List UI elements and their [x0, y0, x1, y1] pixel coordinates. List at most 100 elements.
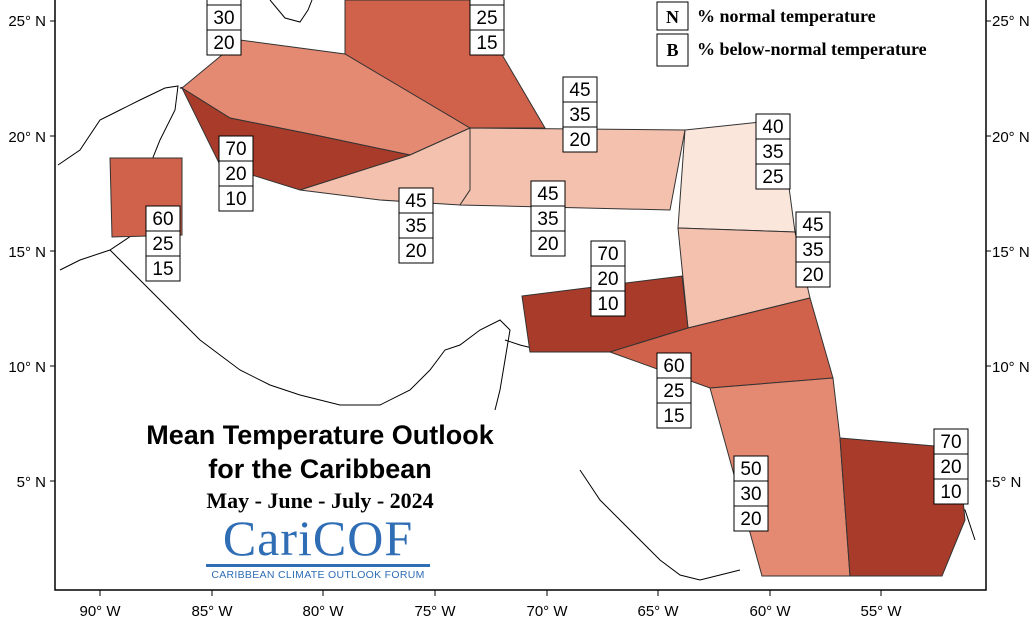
prob-cell [206, 29, 242, 56]
prob-above: 70 [597, 244, 618, 265]
prob-cell [933, 478, 969, 505]
prob-normal: 35 [569, 105, 590, 126]
lon-label: 80° W [302, 603, 344, 620]
prob-cell [218, 160, 254, 187]
prob-cell [590, 290, 626, 317]
prob-cell [398, 187, 434, 214]
lon-label: 60° W [749, 603, 791, 620]
logo-wordmark: CariCOF [222, 510, 414, 566]
prob-normal: 25 [663, 381, 684, 402]
lon-label: 90° W [79, 603, 121, 620]
logo-subtitle: CARIBBEAN CLIMATE OUTLOOK FORUM [211, 569, 425, 581]
prob-above: 50 [740, 459, 761, 480]
prob-cell [218, 135, 254, 162]
prob-below: 20 [213, 33, 234, 54]
prob-cell [795, 236, 831, 263]
outlook-regions [109, 0, 966, 577]
prob-above: 60 [476, 0, 497, 4]
prob-cell [398, 212, 434, 239]
prob-normal: 20 [225, 164, 246, 185]
prob-cell [218, 185, 254, 212]
prob-cell [733, 455, 769, 482]
prob-normal: 35 [537, 209, 558, 230]
prob-cell [398, 237, 434, 264]
prob-below: 20 [537, 234, 558, 255]
prob-cell [733, 480, 769, 507]
prob-box-suriname-guiana: 70 20 10 [933, 428, 969, 505]
map-title: Mean Temperature Outlook for the Caribbe… [100, 418, 540, 514]
prob-above: 40 [762, 117, 783, 138]
prob-cell [530, 230, 566, 257]
prob-below: 15 [476, 33, 497, 54]
prob-box-florida-cuba-north: 50 30 20 [206, 0, 242, 56]
prob-above: 60 [152, 209, 173, 230]
lat-label-left: 10° N [8, 359, 46, 376]
lat-label-right: 20° N [992, 129, 1030, 146]
longitude-labels: 90° W 85° W 80° W 75° W 70° W 65° W 60° … [79, 603, 902, 620]
prob-above: 45 [405, 191, 426, 212]
prob-normal: 25 [152, 234, 173, 255]
legend-label-below: % below-normal temperature [697, 39, 927, 59]
prob-above: 45 [537, 184, 558, 205]
prob-cell [755, 163, 791, 190]
logo-rule [206, 564, 430, 567]
prob-box-jamaica: 45 35 20 [398, 187, 434, 264]
lon-label: 65° W [637, 603, 679, 620]
latitude-labels-left: 25° N 20° N 15° N 10° N 5° N [8, 13, 46, 491]
prob-box-abc-islands: 70 20 10 [590, 240, 626, 317]
prob-normal: 20 [940, 457, 961, 478]
title-line-1: Mean Temperature Outlook [146, 420, 494, 450]
prob-below: 25 [762, 167, 783, 188]
lat-label-left: 25° N [8, 13, 46, 30]
prob-cell [562, 76, 598, 103]
prob-normal: 25 [476, 8, 497, 29]
prob-cell [469, 29, 505, 56]
latitude-labels-right: 25° N 20° N 15° N 10° N 5° N [992, 13, 1030, 491]
probability-labels: 60 25 15 50 30 20 70 20 10 60 25 15 45 35 20 45 35 20 45 35… [145, 0, 969, 532]
lat-label-left: 5° N [17, 474, 46, 491]
prob-cell [562, 126, 598, 153]
prob-box-cuba-southwest: 70 20 10 [218, 135, 254, 212]
lat-label-right: 5° N [992, 474, 1021, 491]
prob-below: 20 [740, 509, 761, 530]
lat-label-right: 25° N [992, 13, 1030, 30]
prob-normal: 35 [405, 216, 426, 237]
prob-cell [656, 402, 692, 429]
prob-cell [145, 230, 181, 257]
prob-below: 15 [663, 406, 684, 427]
prob-cell [145, 255, 181, 282]
prob-below: 20 [405, 241, 426, 262]
prob-cell [656, 352, 692, 379]
legend-label-normal: % normal temperature [697, 6, 876, 26]
title-period: May - June - July - 2024 [206, 488, 434, 513]
tick-marks [50, 20, 991, 596]
prob-below: 10 [225, 189, 246, 210]
prob-normal: 30 [740, 484, 761, 505]
prob-above: 70 [940, 432, 961, 453]
prob-below: 20 [802, 265, 823, 286]
prob-box-bahamas: 60 25 15 [469, 0, 505, 56]
prob-below: 15 [152, 259, 173, 280]
prob-cell [795, 261, 831, 288]
prob-below: 10 [940, 482, 961, 503]
prob-box-hispaniola: 45 35 20 [530, 180, 566, 257]
prob-normal: 30 [213, 8, 234, 29]
lat-label-right: 15° N [992, 244, 1030, 261]
prob-box-belize: 60 25 15 [145, 205, 181, 282]
prob-above: 70 [225, 139, 246, 160]
legend-key-b: B [666, 40, 678, 60]
lat-label-left: 15° N [8, 244, 46, 261]
prob-cell [145, 205, 181, 232]
lon-label: 85° W [191, 603, 233, 620]
prob-box-trinidad-tobago: 60 25 15 [656, 352, 692, 429]
prob-cell [933, 428, 969, 455]
prob-above: 45 [569, 80, 590, 101]
prob-above: 45 [802, 215, 823, 236]
prob-below: 20 [569, 130, 590, 151]
prob-cell [206, 4, 242, 31]
legend-key-box-b [656, 33, 689, 67]
lat-label-right: 10° N [992, 359, 1030, 376]
prob-normal: 35 [802, 240, 823, 261]
caricof-logo: CariCOF CARIBBEAN CLIMATE OUTLOOK FORUM [200, 512, 436, 581]
